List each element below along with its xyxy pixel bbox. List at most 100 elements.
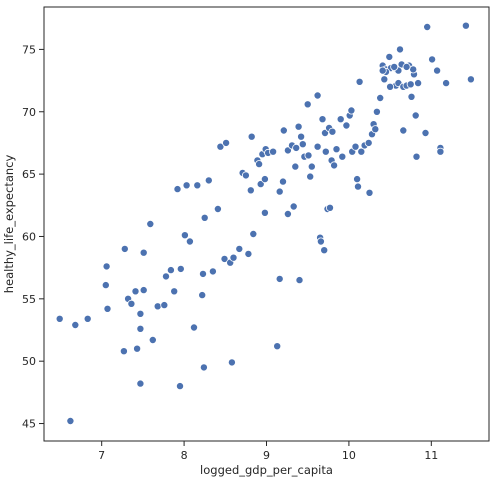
y-tick-label: 50 [22,355,36,368]
data-point [313,142,322,151]
data-point [461,21,470,30]
data-point [180,231,189,240]
data-point [182,181,191,190]
data-point [307,162,316,171]
data-point [353,182,362,191]
data-point [332,145,341,154]
x-axis-label: logged_gdp_per_capita [200,463,333,477]
data-point [198,269,207,278]
data-point [386,82,395,91]
data-point [372,107,381,116]
data-point [320,246,329,255]
data-point [338,152,347,161]
data-point [66,416,75,425]
data-point [295,276,304,285]
data-point [193,181,202,190]
data-point [380,75,389,84]
data-point [407,92,416,101]
data-point [55,314,64,323]
data-point [406,80,415,89]
data-point [246,186,255,195]
data-point [371,125,380,134]
data-point [244,249,253,258]
data-point [160,301,169,310]
data-point [353,175,362,184]
data-point [136,324,145,333]
data-point [119,347,128,356]
data-point [83,314,92,323]
data-point [355,77,364,86]
x-tick-label: 7 [98,449,105,462]
data-point [131,287,140,296]
data-point [466,75,475,84]
plot-frame [43,6,490,442]
data-point [385,52,394,61]
data-point [101,281,110,290]
data-point [199,363,208,372]
data-point [185,237,194,246]
data-point [139,248,148,257]
data-point [342,121,351,130]
x-tick-label: 11 [424,449,438,462]
data-point [247,132,256,141]
data-point [351,142,360,151]
data-point [216,142,225,151]
data-point [222,138,231,147]
data-point [229,253,238,262]
data-point [241,171,250,180]
data-point [318,115,327,124]
data-point [189,323,198,332]
data-point [103,304,112,313]
data-point [412,152,421,161]
data-point [208,267,217,276]
data-point [433,66,442,75]
data-point [303,100,312,109]
data-point [133,344,142,353]
data-point [409,65,418,74]
data-point [235,244,244,253]
data-point [166,266,175,275]
data-point [304,151,313,160]
data-point [161,272,170,281]
data-point [428,55,437,64]
data-point [294,122,303,131]
y-tick-label: 75 [22,43,36,56]
x-tick-label: 9 [263,449,270,462]
data-point [136,379,145,388]
data-point [365,188,374,197]
data-point [269,147,278,156]
data-point [336,115,345,124]
data-point [364,138,373,147]
data-point [200,213,209,222]
data-point [291,162,300,171]
x-axis-ticks: 7 8 9 10 11 [98,441,438,462]
data-point [255,160,264,169]
data-point [423,22,432,31]
data-point [173,185,182,194]
data-point [139,286,148,295]
data-point [328,127,337,136]
data-point [347,106,356,115]
data-point [120,244,129,253]
data-point [175,382,184,391]
data-point [260,175,269,184]
data-point [260,208,269,217]
data-point [321,147,330,156]
data-point [411,111,420,120]
data-point [273,342,282,351]
data-point [71,320,80,329]
y-tick-label: 70 [22,106,36,119]
data-point [330,161,339,170]
data-point [283,209,292,218]
data-point [279,126,288,135]
data-point [170,287,179,296]
data-point [220,254,229,263]
data-point [213,204,222,213]
x-tick-label: 8 [181,449,188,462]
data-point [275,274,284,283]
data-point [399,126,408,135]
data-point [390,62,399,71]
data-point [275,187,284,196]
data-point [376,94,385,103]
